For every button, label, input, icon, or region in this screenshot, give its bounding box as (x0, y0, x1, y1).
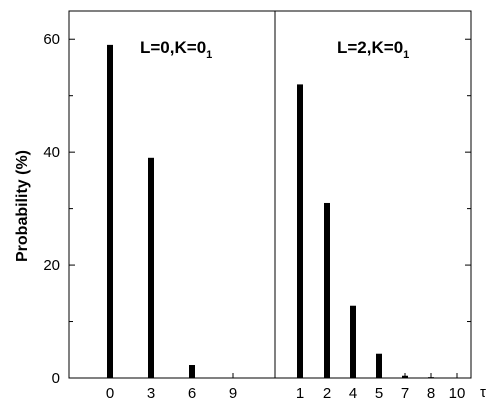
x-tick-label: 5 (375, 385, 383, 402)
x-tick-layer: 0 3 6 9 1 2 4 5 7 8 10 (106, 373, 466, 402)
y-tick-label: 60 (43, 31, 60, 48)
bar-panel1-tau-0 (107, 44, 113, 378)
bars-layer (107, 44, 434, 379)
y-axis-label: Probability (%) (14, 150, 31, 262)
x-tick-label: 0 (106, 385, 114, 402)
y-axis: 0 20 40 60 (43, 31, 471, 387)
bar-panel2-tau-4 (350, 305, 356, 378)
y-tick-label: 20 (43, 257, 60, 274)
y-tick-label: 0 (52, 370, 60, 387)
x-tick-label: 7 (401, 385, 409, 402)
x-tick-label: 8 (427, 385, 435, 402)
panel-label-left: L=0,K=01 (140, 38, 212, 61)
x-tick-label: 6 (188, 385, 196, 402)
bar-panel2-tau-2 (324, 202, 330, 378)
y-tick-label: 40 (43, 144, 60, 161)
x-tick-label: 10 (449, 385, 466, 402)
bar-panel2-tau-1 (297, 84, 303, 379)
bar-panel1-tau-3 (148, 157, 154, 378)
x-tick-label: 9 (229, 385, 237, 402)
panel-label-right: L=2,K=01 (337, 38, 409, 61)
bar-panel2-tau-5 (376, 353, 382, 378)
bar-panel1-tau-6 (189, 365, 195, 378)
x-tick-label: 3 (147, 385, 155, 402)
x-tick-label: 4 (349, 385, 357, 402)
x-tick-label: 1 (296, 385, 304, 402)
x-axis-label: τ (480, 384, 486, 401)
plot-frame (68, 10, 472, 379)
x-tick-label: 2 (323, 385, 331, 402)
